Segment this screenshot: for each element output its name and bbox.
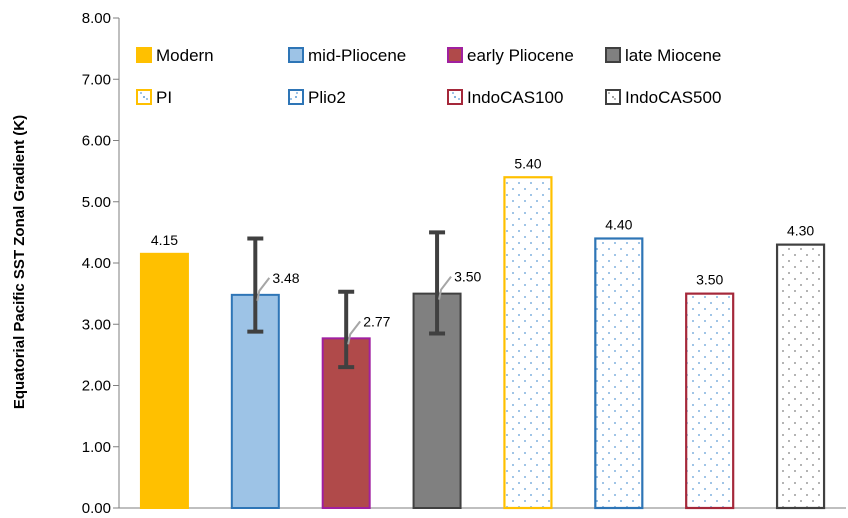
error-bar — [338, 289, 355, 370]
label-leader — [256, 277, 271, 302]
y-tick-label: 0.00 — [82, 500, 111, 517]
y-tick-label: 2.00 — [82, 378, 111, 395]
y-tick-label: 5.00 — [82, 194, 111, 211]
data-label: 4.30 — [787, 223, 814, 239]
legend-item-modern: Modern — [136, 46, 214, 65]
legend-swatch — [288, 47, 304, 63]
data-labels: 4.15 3.48 2.77 3.50 5.40 4.40 3.50 4.30 — [151, 155, 814, 345]
y-tick-label: 7.00 — [82, 71, 111, 88]
label-leader — [438, 276, 452, 300]
legend-label: late Miocene — [625, 46, 721, 65]
legend-item-pi: PI — [136, 88, 172, 107]
legend: Modern mid-Pliocene early Pliocene late Mio… — [136, 46, 721, 107]
data-label: 3.48 — [272, 270, 299, 286]
legend-item-early-pliocene: early Pliocene — [447, 46, 574, 65]
data-label: 3.50 — [696, 272, 723, 288]
legend-label: IndoCAS100 — [467, 88, 563, 107]
y-tick-label: 1.00 — [82, 439, 111, 456]
data-label: 3.50 — [454, 269, 481, 285]
label-leader — [347, 320, 361, 345]
y-tick-label: 3.00 — [82, 316, 111, 333]
legend-item-mid-pliocene: mid-Pliocene — [288, 46, 406, 65]
legend-label: mid-Pliocene — [308, 46, 406, 65]
legend-label: early Pliocene — [467, 46, 574, 65]
bar-plio2 — [594, 237, 644, 510]
data-label: 4.40 — [605, 217, 632, 233]
y-tick-label: 8.00 — [82, 10, 111, 27]
legend-label: Plio2 — [308, 88, 346, 107]
legend-swatch — [447, 47, 463, 63]
bars — [139, 176, 826, 510]
legend-swatch — [605, 47, 621, 63]
data-label: 2.77 — [363, 313, 390, 329]
legend-item-indocas500: IndoCAS500 — [605, 88, 721, 107]
y-tick-label: 4.00 — [82, 255, 111, 272]
bar-indocas500 — [775, 243, 826, 510]
error-bar — [429, 230, 446, 336]
legend-item-indocas100: IndoCAS100 — [447, 88, 563, 107]
error-bar — [247, 236, 264, 334]
legend-label: IndoCAS500 — [625, 88, 721, 107]
y-axis-title: Equatorial Pacific SST Zonal Gradient (K… — [11, 115, 28, 409]
data-label: 5.40 — [514, 155, 541, 171]
legend-label: PI — [156, 88, 172, 107]
legend-item-late-miocene: late Miocene — [605, 46, 721, 65]
bar-indocas100 — [685, 292, 735, 510]
legend-item-plio2: Plio2 — [288, 88, 346, 107]
bar-modern — [139, 252, 189, 509]
legend-label: Modern — [156, 46, 214, 65]
bar-pi — [503, 176, 553, 510]
legend-swatch — [136, 47, 152, 63]
y-tick-label: 6.00 — [82, 133, 111, 150]
data-label: 4.15 — [151, 232, 178, 248]
